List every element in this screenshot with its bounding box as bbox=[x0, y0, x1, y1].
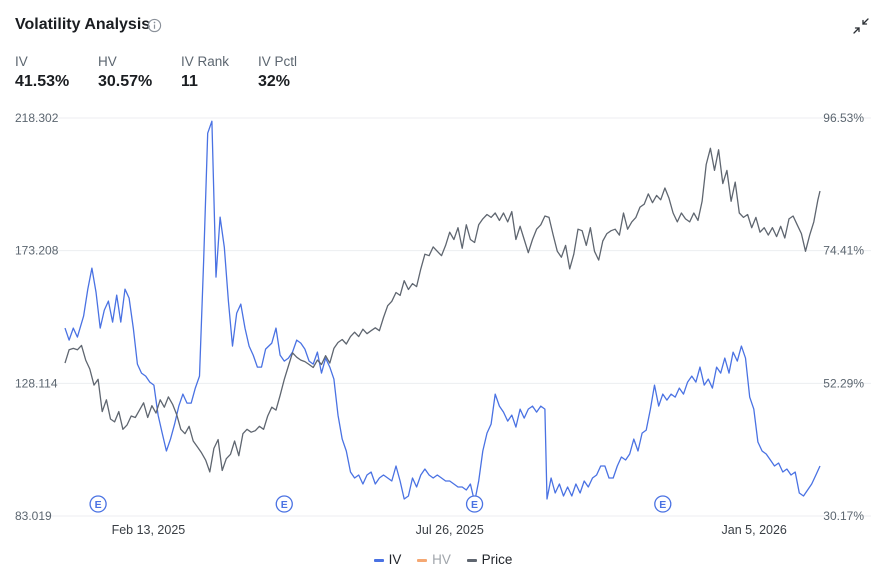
stat-value: 32% bbox=[258, 73, 291, 90]
collapse-arrows-icon[interactable] bbox=[852, 17, 870, 35]
stat-label: IV Pctl bbox=[258, 54, 298, 69]
earnings-marker-label: E bbox=[659, 499, 666, 511]
chart-legend: IV HV Price bbox=[0, 552, 886, 567]
legend-swatch-price bbox=[466, 558, 477, 562]
earnings-marker-icon[interactable] bbox=[654, 495, 672, 513]
legend-swatch-iv bbox=[373, 558, 384, 562]
y-left-tick-label: 128.114 bbox=[15, 376, 58, 390]
y-left-tick-label: 83.019 bbox=[15, 509, 52, 523]
stat-value: 11 bbox=[181, 73, 198, 90]
series-line-price bbox=[64, 147, 821, 473]
y-left-tick-label: 173.208 bbox=[15, 244, 59, 258]
stat-value: 41.53% bbox=[15, 73, 70, 90]
legend-label: IV bbox=[388, 552, 402, 567]
legend-item-hv[interactable]: HV bbox=[417, 552, 451, 567]
legend-label: HV bbox=[432, 552, 451, 567]
earnings-marker-label: E bbox=[95, 499, 102, 511]
info-icon[interactable] bbox=[147, 18, 162, 33]
stat-iv-rank: IV Rank 11 bbox=[181, 54, 229, 91]
x-tick-label: Feb 13, 2025 bbox=[112, 523, 186, 537]
stat-iv-pctl: IV Pctl 32% bbox=[258, 54, 297, 91]
legend-label: Price bbox=[481, 552, 513, 567]
legend-item-iv[interactable]: IV bbox=[373, 552, 402, 567]
page-title: Volatility Analysis bbox=[15, 16, 151, 33]
legend-swatch-hv bbox=[417, 558, 428, 562]
earnings-marker-label: E bbox=[471, 499, 478, 511]
y-left-tick-label: 218.302 bbox=[15, 111, 59, 125]
y-right-tick-label: 30.17% bbox=[823, 509, 864, 523]
stat-value: 30.57% bbox=[98, 73, 153, 90]
legend-item-price[interactable]: Price bbox=[466, 552, 513, 567]
stat-iv: IV 41.53% bbox=[15, 54, 69, 91]
earnings-marker-label: E bbox=[281, 499, 288, 511]
x-tick-label: Jan 5, 2026 bbox=[722, 523, 787, 537]
stat-label: IV Rank bbox=[181, 54, 230, 69]
volatility-chart[interactable]: 83.019 30.17% 128.114 52.29% 173.208 74.41% 21… bbox=[0, 0, 886, 545]
y-right-tick-label: 74.41% bbox=[823, 244, 864, 258]
x-tick-label: Jul 26, 2025 bbox=[416, 523, 484, 537]
stat-hv: HV 30.57% bbox=[98, 54, 152, 91]
y-right-tick-label: 96.53% bbox=[823, 111, 864, 125]
earnings-marker-icon[interactable] bbox=[275, 495, 293, 513]
earnings-marker-icon[interactable] bbox=[465, 495, 484, 513]
earnings-marker-icon[interactable] bbox=[89, 495, 107, 513]
stat-label: IV bbox=[15, 54, 28, 69]
series-line-iv bbox=[64, 120, 821, 503]
stat-label: HV bbox=[98, 54, 117, 69]
y-right-tick-label: 52.29% bbox=[823, 376, 864, 390]
